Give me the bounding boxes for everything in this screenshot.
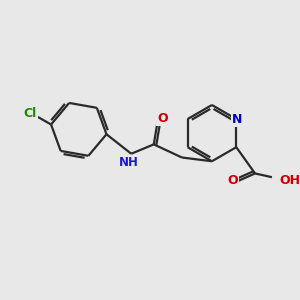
Text: NH: NH bbox=[118, 156, 138, 169]
Text: Cl: Cl bbox=[24, 107, 37, 120]
Text: O: O bbox=[227, 174, 238, 188]
Text: N: N bbox=[232, 112, 242, 126]
Text: O: O bbox=[157, 112, 167, 124]
Text: OH: OH bbox=[279, 173, 300, 187]
